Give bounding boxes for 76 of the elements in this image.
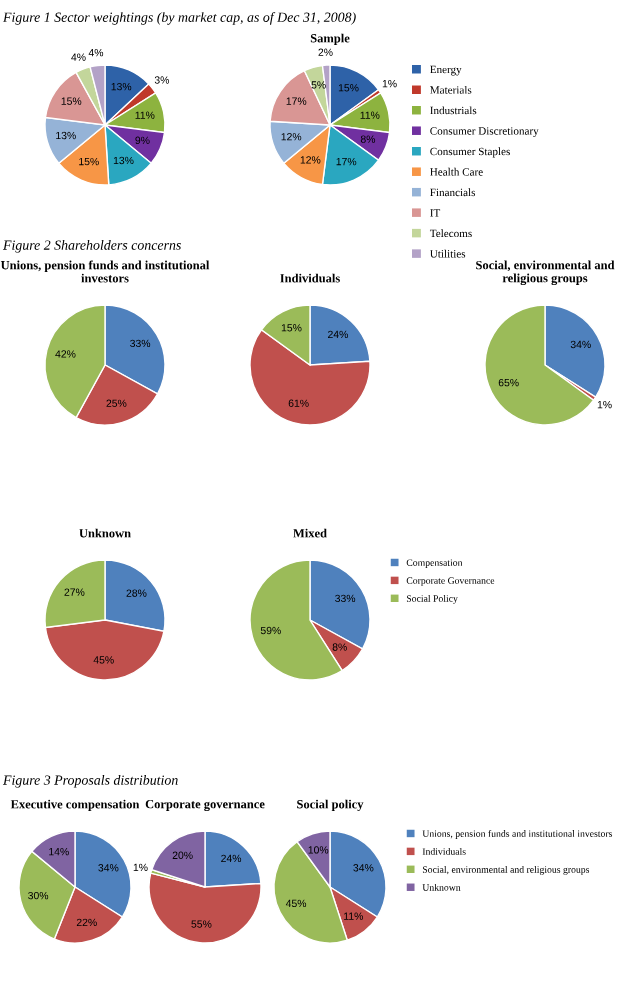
chart-title: Unknown — [79, 528, 131, 538]
data-label: 33% — [335, 594, 356, 603]
chart-title: Individuals — [280, 273, 340, 283]
legend-label: Social, environmental and religious groups — [422, 865, 590, 875]
data-label: 8% — [360, 135, 376, 143]
legend-label: Energy — [430, 65, 462, 76]
data-label: 25% — [106, 399, 127, 407]
legend-label: Materials — [430, 85, 472, 94]
data-label: 34% — [353, 864, 374, 872]
legend-label: Unions, pension funds and institutional investors — [422, 830, 613, 839]
data-label: 17% — [286, 97, 307, 105]
legend-label: Consumer Discretionary — [430, 127, 539, 137]
legend-label: Industrials — [430, 106, 477, 115]
chart-title: Executive compensation — [10, 799, 140, 811]
chart-title: Unions, pension funds and institutional investors — [0, 260, 210, 283]
data-label: 27% — [64, 588, 85, 596]
data-label: 30% — [28, 891, 49, 900]
data-label: 17% — [336, 157, 357, 166]
legend-label: Telecoms — [429, 229, 472, 238]
caption: Figure 3 Proposals distribution — [2, 775, 178, 788]
legend-label: Unknown — [422, 883, 461, 891]
data-label: 20% — [172, 851, 193, 859]
data-label: 13% — [113, 156, 134, 165]
data-label: 15% — [61, 97, 82, 105]
data-label: 45% — [93, 656, 114, 664]
caption: Figure 1 Sector weightings (by market cap, as of Dec 31, 2008) — [2, 12, 356, 25]
data-label: 45% — [285, 899, 307, 908]
data-label: 15% — [79, 157, 99, 166]
data-label: 14% — [49, 848, 69, 856]
legend-label: Corporate Governance — [406, 577, 495, 586]
legend-label: Social Policy — [406, 594, 458, 604]
data-label: 11% — [360, 111, 380, 119]
data-label: 28% — [126, 589, 147, 597]
data-label: 24% — [328, 330, 348, 339]
data-label: 4% — [71, 53, 86, 61]
data-label: 1% — [382, 80, 397, 88]
data-label: 15% — [338, 84, 359, 92]
data-label: 1% — [597, 400, 612, 409]
legend-label: Utilities — [430, 249, 466, 258]
chart-title: Sample — [310, 33, 350, 45]
data-label: 2% — [318, 48, 333, 56]
data-label: 4% — [88, 49, 104, 57]
chart-title: Mixed — [293, 528, 327, 538]
legend-label: IT — [430, 209, 441, 217]
legend-label: Financials — [430, 188, 476, 197]
data-label: 42% — [55, 350, 76, 358]
data-label: 12% — [300, 156, 321, 164]
data-label: 65% — [498, 378, 519, 387]
data-label: 13% — [56, 131, 76, 140]
chart-title: Corporate governance — [145, 799, 265, 811]
data-label: 13% — [111, 82, 132, 91]
data-label: 34% — [570, 340, 591, 349]
data-label: 22% — [76, 918, 97, 926]
data-label: 1% — [133, 863, 148, 872]
data-label: 9% — [135, 136, 150, 144]
legend-label: Health Care — [430, 167, 483, 176]
data-label: 5% — [311, 81, 326, 89]
data-label: 8% — [332, 643, 347, 651]
legend-label: Consumer Staples — [430, 147, 510, 158]
chart-title: Social, environmental and religious groups — [476, 260, 615, 285]
legend-label: Compensation — [406, 559, 463, 568]
caption: Figure 2 Shareholders concerns — [2, 240, 181, 253]
data-label: 34% — [98, 864, 119, 872]
data-label: 3% — [154, 76, 170, 84]
data-label: 12% — [281, 133, 302, 141]
data-label: 15% — [281, 324, 302, 332]
chart-title: Social policy — [297, 799, 364, 811]
data-label: 55% — [191, 920, 212, 928]
data-label: 59% — [260, 626, 281, 635]
data-label: 24% — [221, 854, 242, 862]
legend-label: Individuals — [422, 848, 466, 855]
data-label: 11% — [135, 111, 155, 119]
data-label: 33% — [130, 339, 151, 348]
data-label: 11% — [344, 912, 364, 920]
data-label: 61% — [288, 399, 309, 407]
data-label: 10% — [308, 846, 329, 854]
